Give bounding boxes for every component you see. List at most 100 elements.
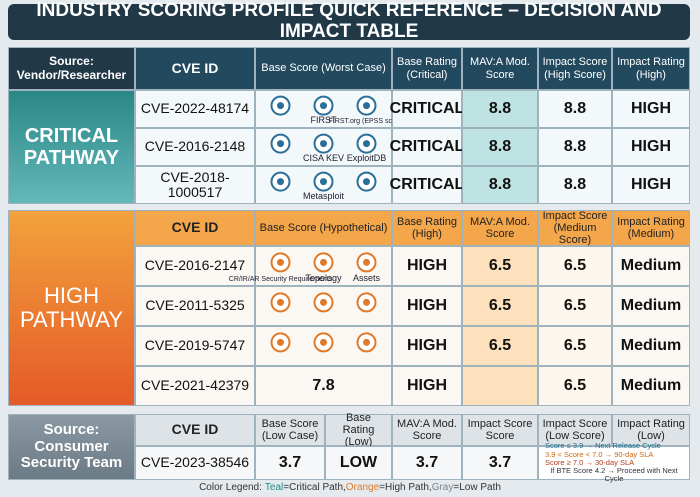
- legend-part: =Low Path: [453, 482, 501, 493]
- column-header: Impact Score (Low Score): [538, 414, 612, 446]
- impact-score: 8.8: [538, 90, 612, 128]
- legend-part: =High Path,: [379, 482, 432, 493]
- base-rating: HIGH: [392, 286, 462, 326]
- cve-id: CVE-2011-5325: [135, 286, 255, 326]
- mav-score: 8.8: [462, 90, 538, 128]
- legend-part: Orange: [345, 482, 380, 493]
- sla-rule: Score ≤ 3.9 → Next Release Cycle: [545, 441, 661, 451]
- icon-label: CISA KEV: [303, 153, 344, 163]
- icon-label: Topology: [305, 273, 342, 283]
- icon-group: [270, 332, 377, 353]
- icon: [277, 298, 284, 306]
- icon-group: Metasploit: [270, 171, 377, 201]
- impact-score: 6.5: [538, 366, 612, 406]
- sla-rule: 3.9 < Score < 7.0 → 90-day SLA: [545, 449, 654, 459]
- icon-label: FIRST: [311, 115, 338, 125]
- icon: [277, 178, 284, 186]
- icon: [363, 298, 370, 306]
- impact-score: 6.5: [538, 246, 612, 286]
- impact-score: 8.8: [538, 128, 612, 166]
- mav-score: 6.5: [462, 246, 538, 286]
- icon-group: [270, 292, 377, 313]
- impact-rating: Medium: [612, 246, 690, 286]
- cve-id: CVE-2022-48174: [135, 90, 255, 128]
- icon-label: Metasploit: [303, 191, 345, 201]
- pathway-label: CRITICAL PATHWAY: [8, 90, 135, 204]
- icon: [320, 298, 327, 306]
- impact-rating: Medium: [612, 366, 690, 406]
- base-rating: HIGH: [392, 326, 462, 366]
- icon-label: ExploitDB: [347, 153, 387, 163]
- impact-rating: HIGH: [612, 166, 690, 204]
- mav-score: 6.5: [462, 286, 538, 326]
- column-header: CVE ID: [135, 414, 255, 446]
- source-header: Source: Vendor/Researcher: [8, 47, 135, 90]
- title-bar: INDUSTRY SCORING PROFILE QUICK REFERENCE…: [8, 0, 690, 42]
- impact-score: 6.5: [538, 326, 612, 366]
- impact-rating: HIGH: [612, 128, 690, 166]
- impact-rating: Medium: [612, 326, 690, 366]
- icon-group: CISA KEV ExploitDB: [270, 133, 387, 163]
- column-header: Base Score (Low Case): [255, 414, 325, 446]
- column-header: Impact Rating (Low): [612, 414, 690, 446]
- icon: [363, 178, 370, 186]
- color-legend: Color Legend: Teal=Critical Path,Orange=H…: [0, 482, 700, 493]
- base-rating: CRITICAL: [390, 90, 464, 128]
- icon: [363, 258, 370, 266]
- base-rating: HIGH: [392, 246, 462, 286]
- column-header: CVE ID: [135, 210, 255, 246]
- icon-label: FIRST.org (EPSS score): [329, 118, 405, 125]
- icon-label: Assets: [353, 273, 381, 283]
- column-header: Impact Score Score: [462, 414, 538, 446]
- sla-rules: Score ≤ 3.9 → Next Release Cycle 3.9 < Sc…: [538, 442, 690, 483]
- column-header: CVE ID: [135, 47, 255, 90]
- pathway-label: HIGH PATHWAY: [8, 210, 135, 406]
- icon: [363, 338, 370, 346]
- icon: [363, 140, 370, 148]
- icon-label: CR/IR/AR Security Requirements: [229, 276, 333, 283]
- icon: [277, 140, 284, 148]
- column-header: MAV:A Mod. Score: [462, 47, 538, 90]
- cve-id: CVE-2023-38546: [135, 446, 255, 480]
- mav-score: 3.7: [392, 446, 462, 480]
- mav-score: 8.8: [462, 166, 538, 204]
- column-header: Base Score (Hypothetical): [255, 210, 392, 246]
- icon: [277, 258, 284, 266]
- icon: [363, 102, 370, 110]
- legend-part: Teal: [264, 482, 284, 493]
- cve-id: CVE-2018-1000517: [135, 166, 255, 204]
- sla-rule: Score ≥ 7.0 → 30-day SLA: [545, 457, 635, 467]
- column-header: MAV:A Mod. Score: [392, 414, 462, 446]
- impact-score: 8.8: [538, 166, 612, 204]
- base-rating: HIGH: [392, 366, 462, 406]
- cve-id: CVE-2019-5747: [135, 326, 255, 366]
- icon: [277, 102, 284, 110]
- impact-score: 3.7: [462, 446, 538, 480]
- icon: [277, 338, 284, 346]
- sla-rule: If BTE Score 4.2 → Proceed with Next Cyc…: [550, 466, 678, 484]
- legend-part: Gray: [431, 482, 454, 493]
- mav-score: 6.5: [462, 326, 538, 366]
- cve-id: CVE-2021-42379: [135, 366, 255, 406]
- impact-rating: HIGH: [612, 90, 690, 128]
- base-score: 3.7: [255, 446, 325, 480]
- mav-score: 8.8: [462, 128, 538, 166]
- column-header: Impact Score (High Score): [538, 47, 612, 90]
- legend-part: =Critical Path,: [283, 482, 346, 493]
- impact-rating: Medium: [612, 286, 690, 326]
- column-header: Base Rating (Low): [325, 412, 392, 448]
- base-rating: CRITICAL: [390, 166, 464, 204]
- cve-id: CVE-2016-2147: [135, 246, 255, 286]
- icon: [320, 258, 327, 266]
- column-header: Base Rating (High): [392, 210, 462, 246]
- base-score: 7.8: [255, 366, 392, 406]
- column-header: Impact Rating (High): [612, 47, 690, 90]
- base-rating: LOW: [325, 446, 392, 480]
- icon: [320, 178, 327, 186]
- legend-part: Color Legend:: [199, 482, 262, 493]
- column-header: Impact Score (Medium Score): [538, 210, 612, 246]
- mav-score: [462, 366, 538, 406]
- cve-id: CVE-2016-2148: [135, 128, 255, 166]
